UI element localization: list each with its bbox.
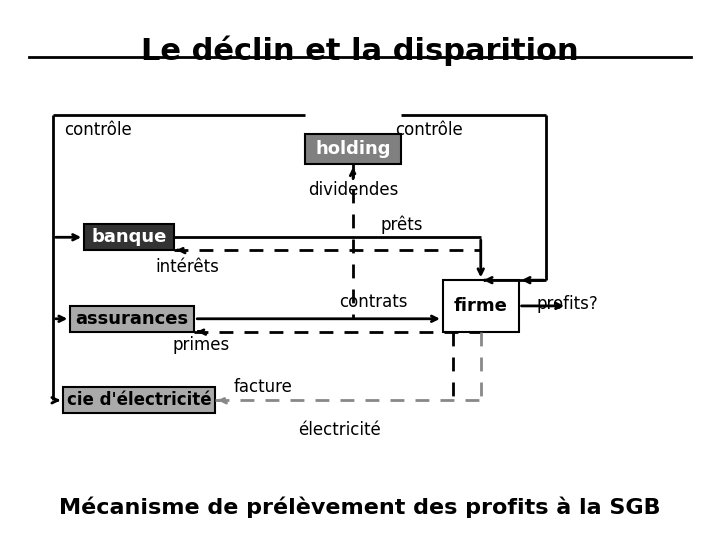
Text: holding: holding [315,140,391,158]
Text: facture: facture [234,379,293,396]
Text: prêts: prêts [380,215,423,234]
FancyBboxPatch shape [305,134,402,164]
FancyBboxPatch shape [71,306,194,332]
Text: dividendes: dividendes [308,181,398,199]
Text: firme: firme [454,297,508,315]
Text: primes: primes [173,335,230,354]
Text: contrôle: contrôle [64,121,132,139]
Text: contrôle: contrôle [395,121,463,139]
Text: contrats: contrats [340,293,408,310]
Text: banque: banque [91,228,166,246]
FancyBboxPatch shape [84,225,174,250]
Text: profits?: profits? [536,295,598,313]
Text: assurances: assurances [76,310,189,328]
Text: intérêts: intérêts [156,258,220,276]
FancyBboxPatch shape [63,387,215,413]
Text: Le déclin et la disparition: Le déclin et la disparition [141,35,579,65]
Text: Mécanisme de prélèvement des profits à la SGB: Mécanisme de prélèvement des profits à l… [59,497,661,518]
FancyBboxPatch shape [443,280,518,332]
Text: électricité: électricité [298,421,381,440]
Text: cie d'électricité: cie d'électricité [67,392,212,409]
